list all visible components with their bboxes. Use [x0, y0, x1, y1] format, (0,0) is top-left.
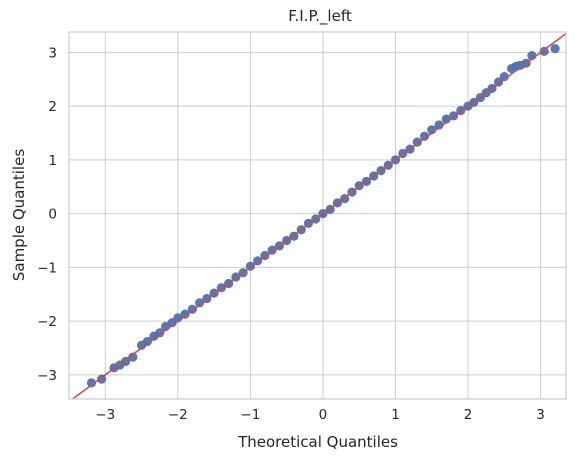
- reference-line-layer: [72, 32, 567, 400]
- data-point: [499, 71, 509, 82]
- y-tick-label: 2: [48, 99, 57, 115]
- x-axis-ticks: −3 −2 −1 0 1 2 3: [95, 407, 545, 423]
- grid-lines: [69, 32, 566, 399]
- y-tick-label: 1: [48, 153, 57, 169]
- data-point: [419, 131, 430, 141]
- y-axis-ticks: −3 −2 −1 0 1 2 3: [37, 45, 57, 383]
- y-tick-label: −2: [37, 314, 57, 330]
- data-point: [86, 378, 97, 388]
- x-tick-label: −1: [240, 407, 260, 423]
- data-point: [120, 356, 131, 366]
- data-point: [142, 336, 152, 347]
- x-tick-label: −3: [95, 407, 115, 423]
- data-point: [180, 309, 190, 319]
- y-axis-label: Sample Quantiles: [10, 149, 28, 281]
- data-point: [194, 298, 205, 308]
- x-tick-label: 1: [391, 407, 400, 423]
- x-axis-label: Theoretical Quantiles: [237, 433, 398, 451]
- x-tick-label: 2: [464, 407, 473, 423]
- data-point: [412, 137, 422, 147]
- reference-line: [72, 32, 567, 400]
- chart-title: F.I.P._left: [288, 7, 352, 26]
- x-tick-label: 0: [319, 407, 328, 423]
- data-point: [493, 77, 504, 87]
- data-point: [128, 352, 138, 362]
- x-tick-label: −2: [168, 407, 188, 423]
- plot-frame: [68, 31, 567, 400]
- data-point: [97, 374, 107, 384]
- y-tick-label: −3: [37, 368, 57, 384]
- y-tick-label: 0: [48, 207, 57, 223]
- data-point: [539, 46, 549, 56]
- y-tick-label: −1: [37, 260, 57, 276]
- data-point: [550, 44, 560, 54]
- y-tick-label: 3: [48, 45, 57, 61]
- data-point: [434, 120, 444, 130]
- x-tick-label: 3: [536, 407, 545, 423]
- data-point: [155, 328, 165, 338]
